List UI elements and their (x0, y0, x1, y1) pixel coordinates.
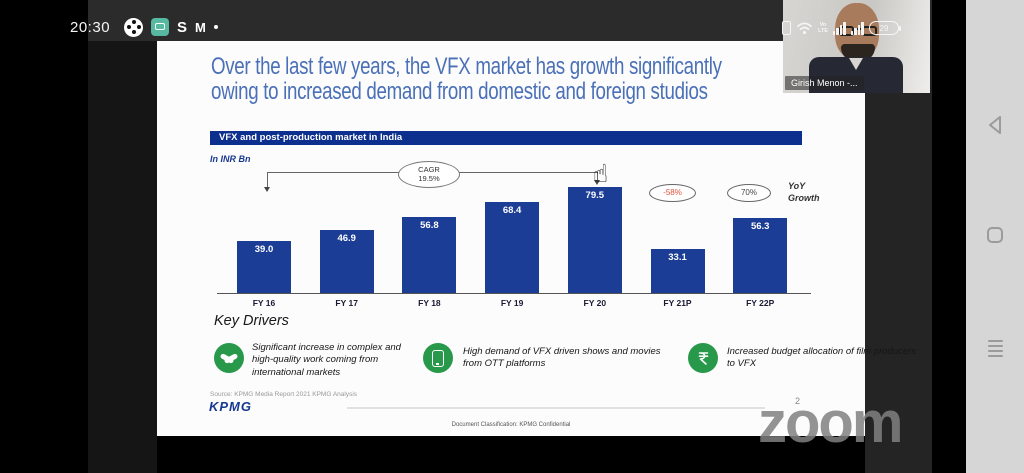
cagr-label: CAGR (418, 165, 440, 174)
x-axis-label: FY 17 (335, 298, 358, 308)
cagr-bracket-left (267, 172, 268, 187)
smartphone-icon (423, 343, 453, 373)
beard (841, 44, 875, 61)
cagr-arrow-left-icon (264, 187, 270, 192)
bar-fy17: 46.9 (319, 230, 374, 293)
x-axis-label: FY 16 (252, 298, 276, 308)
cagr-badge: CAGR 19.5% (398, 161, 460, 188)
copyright-line (347, 407, 765, 409)
yoy-badge-fy22p: 70% (727, 184, 771, 202)
page-number: 2 (795, 396, 801, 406)
battery-icon: 29 (868, 21, 902, 35)
bar-fy18: 56.8 (402, 217, 457, 293)
m-app-icon: M (195, 19, 206, 35)
hand-cursor-icon: ☝ (593, 159, 609, 188)
x-axis-label: FY 21P (663, 298, 692, 308)
wifi-icon (797, 22, 812, 35)
x-axis-label: FY 22P (746, 298, 775, 308)
bar-value-label: 68.4 (502, 204, 522, 216)
circle-dots-icon (124, 17, 143, 37)
bar-value-label: 46.9 (337, 233, 356, 245)
slide-title-line1: Over the last few years, the VFX market … (211, 53, 722, 80)
participant-video-tile[interactable]: Girish Menon -... (783, 0, 930, 93)
x-axis-label: FY 20 (583, 298, 607, 308)
chart-unit-label: In INR Bn (210, 154, 251, 164)
participant-name-label: Girish Menon -... (785, 76, 864, 90)
cagr-arrow-right-icon (594, 180, 600, 185)
bar-fy16: 39.0 (237, 240, 291, 293)
bar-fy20: 79.5 (567, 186, 622, 293)
handshake-icon (214, 343, 244, 373)
bar-value-label: 79.5 (585, 189, 605, 201)
zoom-watermark: zoom (758, 390, 903, 455)
slide-title-line2: owing to increased demand from domestic … (211, 78, 708, 106)
driver-text-2: High demand of VFX driven shows and movi… (463, 346, 661, 370)
s-app-icon: S (177, 18, 188, 36)
home-icon[interactable] (966, 227, 1024, 243)
bar-value-label: 56.8 (420, 220, 439, 232)
recents-icon[interactable] (966, 340, 1024, 357)
vibrate-icon (782, 21, 791, 35)
rupee-icon (688, 343, 718, 373)
bar-value-label: 33.1 (668, 251, 687, 263)
cagr-value: 19.5% (418, 174, 440, 184)
document-classification: Document Classification: KPMG Confidenti… (451, 422, 571, 428)
bar-fy22p: 56.3 (733, 217, 788, 293)
source-note: Source: KPMG Media Report 2021 KPMG Anal… (210, 391, 358, 398)
bar-fy19: 68.4 (485, 201, 540, 293)
bar-value-label: 39.0 (254, 243, 274, 255)
status-right-icons: Vo LTE 29 (782, 19, 902, 37)
x-axis-label: FY 19 (500, 298, 524, 308)
battery-percent: 29 (879, 23, 889, 33)
back-icon[interactable] (966, 113, 1024, 137)
bar-value-label: 56.3 (750, 220, 770, 232)
bar-chart: 39.0 FY 16 46.9 FY 17 56.8 FY 18 68.4 FY 19 79.5… (157, 41, 865, 436)
driver-text-1: Significant increase in complex and high… (252, 342, 401, 378)
volte-indicator: Vo LTE (818, 21, 828, 34)
signal-bars-icon-1 (832, 21, 846, 35)
x-axis-label: FY 18 (418, 298, 441, 308)
kpmg-logo: KPMG (209, 399, 252, 414)
status-time: 20:30 (70, 19, 111, 36)
driver-text-3: Increased budget allocation of film prod… (727, 346, 917, 370)
notification-icons: S M (124, 17, 218, 37)
chart-x-axis (217, 293, 811, 294)
yoy-growth-label: YoY Growth (788, 181, 820, 203)
teal-app-icon (151, 18, 169, 36)
letterbox-bottom (157, 436, 865, 473)
bar-fy21p: 33.1 (650, 248, 705, 293)
slide-title: Over the last few years, the VFX market … (211, 54, 897, 105)
cagr-bracket-right (597, 172, 598, 180)
dot-icon (213, 25, 218, 29)
shared-screen-slide[interactable]: Over the last few years, the VFX market … (157, 41, 916, 436)
key-drivers-title: Key Drivers (214, 313, 289, 329)
signal-bars-icon-2 (850, 21, 864, 35)
android-nav-bar (966, 0, 1024, 473)
yoy-badge-fy21p: -58% (649, 184, 696, 202)
chart-banner: VFX and post-production market in India (210, 131, 802, 145)
